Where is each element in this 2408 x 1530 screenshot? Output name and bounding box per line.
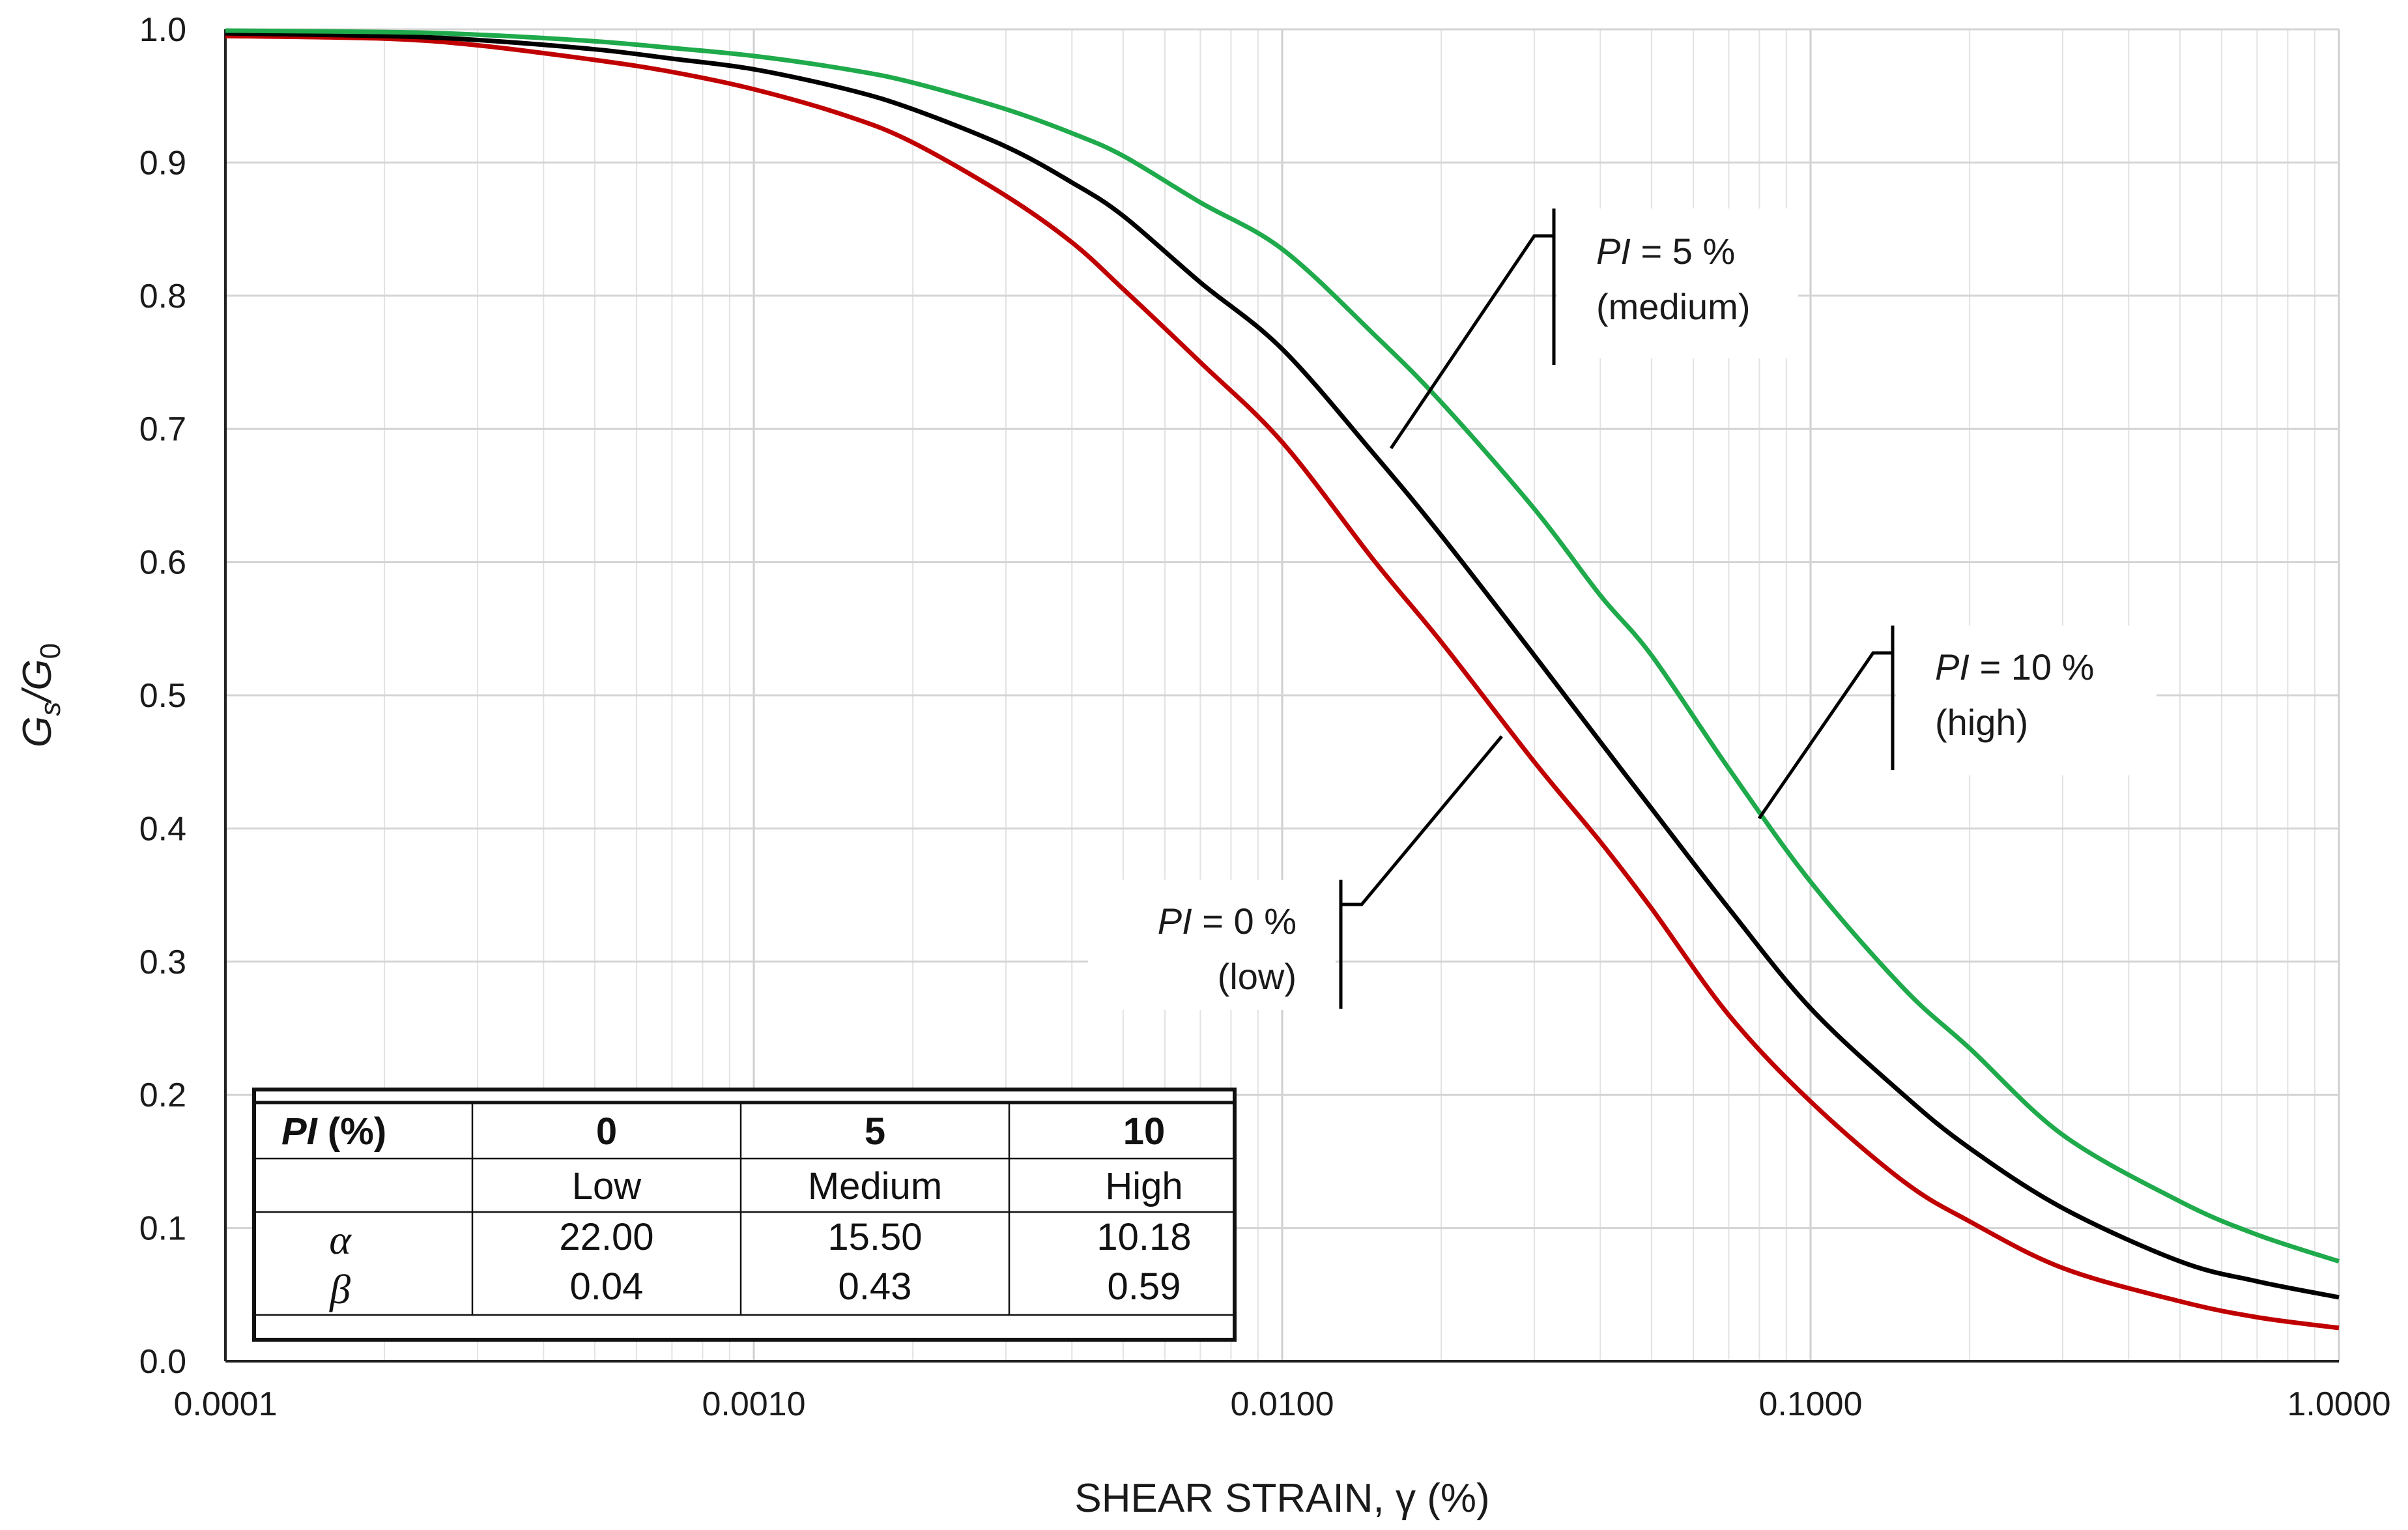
y-tick-label: 0.0 [139,1343,186,1381]
annotation-pi0-background [1088,880,1336,1010]
table-class-col-1: Medium [808,1165,942,1207]
series-line-0 [225,33,2340,1331]
table-alpha-col-1: 15.50 [827,1216,922,1258]
table-beta-col-0: 0.04 [570,1265,644,1308]
table-header-pi: PI (%) [281,1110,386,1153]
annotation-pi10-leader [1757,651,1893,820]
annotation-pi0-leader [1341,735,1503,906]
annotation-pi10-label: PI = 10 % [1935,646,2094,687]
table-header-col-1: 5 [865,1110,885,1153]
x-tick-label: 0.1000 [1758,1385,1862,1423]
table-class-col-2: High [1105,1165,1182,1207]
series-layer [225,28,2340,1331]
y-tick-label: 0.1 [139,1210,186,1248]
tick-labels: 0.0001 0.0010 0.0100 0.1000 1.0000 0.0 0.1 0.2 0… [139,11,2391,1423]
table-beta-label: β [328,1266,351,1312]
annotation-pi5: PI = 5 % (medium) [1389,209,1798,450]
y-tick-label: 0.3 [139,944,186,981]
y-tick-label: 0.7 [139,411,186,448]
y-tick-label: 0.6 [139,544,186,582]
x-axis-title: SHEAR STRAIN, γ (%) [1074,1476,1489,1521]
y-axis-title: Gs/G0 [15,643,66,747]
annotation-pi0-sublabel: (low) [1218,956,1297,997]
parameter-table: PI (%) 0 5 10 Low Medium High α 22.00 15… [252,1088,1237,1342]
annotation-pi0-label: PI = 0 % [1158,901,1297,942]
table-beta-col-1: 0.43 [838,1265,912,1308]
annotation-pi10: PI = 10 % (high) [1757,626,2157,820]
table-alpha-col-0: 22.00 [559,1216,653,1258]
table-alpha-label: α [329,1217,352,1263]
table-header-col-2: 10 [1123,1110,1166,1153]
annotation-pi5-sublabel: (medium) [1596,286,1750,327]
table-beta-col-2: 0.59 [1108,1265,1181,1308]
table-class-col-0: Low [572,1165,642,1207]
y-tick-label: 1.0 [139,11,186,49]
y-tick-label: 0.4 [139,810,186,848]
y-tick-label: 0.9 [139,144,186,182]
table-alpha-col-2: 10.18 [1096,1216,1191,1258]
annotation-pi10-background [1896,626,2157,775]
y-tick-label: 0.8 [139,278,186,315]
table-frame [252,1088,1237,1342]
x-tick-label: 0.0010 [702,1385,805,1423]
x-tick-label: 0.0001 [173,1385,277,1423]
annotation-pi5-background [1557,209,1798,358]
x-tick-label: 1.0000 [2287,1385,2390,1423]
y-tick-label: 0.2 [139,1076,186,1114]
annotation-pi0: PI = 0 % (low) [1088,735,1503,1010]
annotation-pi5-label: PI = 5 % [1596,231,1735,272]
y-tick-label: 0.5 [139,677,186,715]
annotation-pi5-leader [1389,234,1554,450]
series-line-2 [225,28,2340,1264]
annotation-pi10-sublabel: (high) [1935,702,2028,743]
series-line-1 [225,31,2340,1300]
table-header-col-0: 0 [596,1110,617,1153]
x-tick-label: 0.0100 [1230,1385,1334,1423]
